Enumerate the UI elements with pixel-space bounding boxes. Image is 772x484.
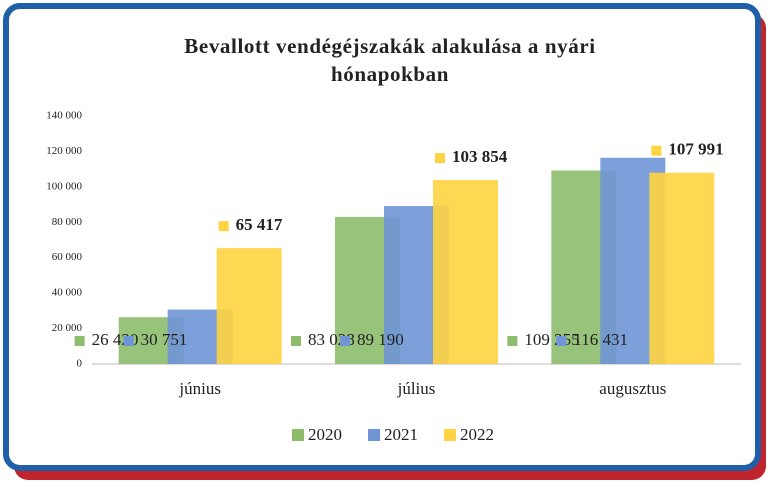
data-label: 116 431	[573, 330, 628, 349]
x-tick-label: július	[397, 379, 436, 398]
x-tick-label: augusztus	[599, 379, 666, 398]
bar	[433, 180, 498, 364]
label-key	[435, 153, 445, 164]
data-label: 107 991	[668, 140, 723, 159]
legend-key	[444, 429, 456, 441]
bar	[649, 172, 715, 364]
legend-label: 2022	[460, 425, 494, 444]
x-tick-label: június	[178, 379, 221, 398]
bar	[216, 248, 282, 364]
data-label: 103 854	[452, 147, 508, 166]
y-tick-label: 0	[77, 358, 83, 370]
label-key	[291, 336, 301, 346]
y-tick-label: 140 000	[46, 110, 82, 122]
legend-label: 2021	[384, 425, 418, 444]
data-label: 30 751	[141, 330, 188, 349]
y-tick-label: 60 000	[52, 251, 83, 263]
y-tick-label: 120 000	[46, 145, 82, 157]
label-key	[507, 336, 518, 346]
label-key	[218, 221, 229, 232]
label-key	[123, 336, 134, 346]
legend-key	[292, 429, 304, 441]
data-label: 65 417	[236, 215, 283, 234]
label-key	[651, 145, 662, 156]
label-key	[340, 336, 350, 346]
y-tick-label: 100 000	[46, 180, 82, 192]
label-key	[74, 336, 85, 346]
label-key	[556, 336, 567, 346]
legend-key	[368, 429, 380, 441]
y-tick-label: 80 000	[52, 216, 83, 228]
data-label: 109 255	[524, 330, 579, 349]
y-tick-label: 20 000	[52, 322, 83, 334]
legend-label: 2020	[308, 425, 342, 444]
y-tick-label: 40 000	[52, 287, 83, 299]
data-label: 89 190	[357, 330, 404, 349]
chart-title: Bevallott vendégéjszakák alakulása a nyá…	[184, 34, 596, 86]
